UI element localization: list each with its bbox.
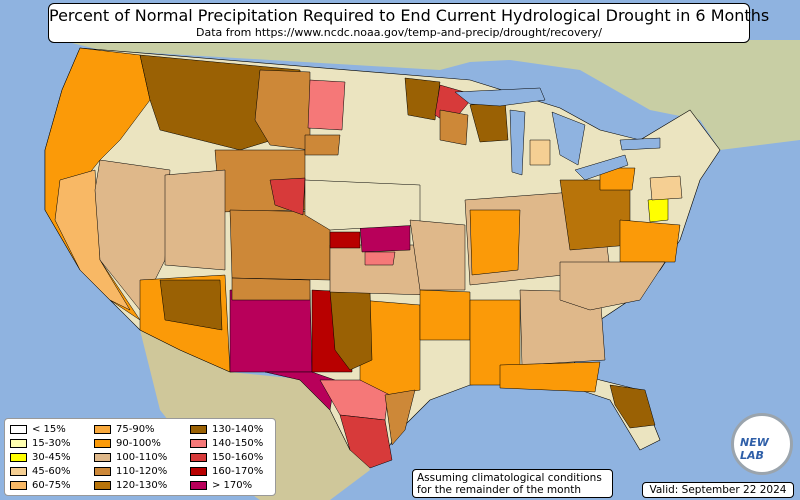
region-utah — [164, 169, 226, 271]
region-colorado-red — [269, 177, 306, 216]
region-arkansas — [419, 289, 471, 341]
region-carolinas — [559, 261, 666, 311]
legend-swatch — [190, 438, 207, 448]
legend-item: < 15% — [10, 422, 94, 436]
legend-swatch — [10, 452, 27, 462]
legend-label: 100-110% — [116, 451, 168, 463]
map-title: Percent of Normal Precipitation Required… — [49, 6, 770, 25]
legend-item: 60-75% — [10, 478, 94, 492]
region-missouri — [409, 219, 466, 291]
region-appalachia — [559, 179, 631, 251]
legend-item: 120-130% — [94, 478, 190, 492]
legend-label: 90-100% — [116, 437, 161, 449]
legend-item: 45-60% — [10, 464, 94, 478]
legend-label: 60-75% — [32, 479, 71, 491]
legend-label: 45-60% — [32, 465, 71, 477]
legend-swatch — [190, 452, 207, 462]
legend-label: < 15% — [32, 423, 66, 435]
note-line-1: Assuming climatological conditions — [417, 472, 602, 484]
region-kansas-pink — [364, 251, 396, 266]
lake-michigan — [509, 109, 526, 176]
legend-item: 15-30% — [10, 436, 94, 450]
region-delmarva — [647, 197, 669, 223]
region-gulf-coast — [499, 361, 601, 393]
region-texas-south — [339, 414, 393, 469]
lake-superior — [454, 87, 546, 107]
legend-swatch — [190, 424, 207, 434]
mexico-land — [140, 330, 370, 500]
legend-item: 140-150% — [190, 436, 274, 450]
legend-label: 130-140% — [212, 423, 264, 435]
legend-label: 160-170% — [212, 465, 264, 477]
legend-label: > 170% — [212, 479, 253, 491]
lake-erie — [574, 154, 629, 181]
region-iowa-brown — [439, 109, 469, 146]
region-nm-north — [231, 277, 311, 301]
legend-swatch — [94, 466, 111, 476]
region-michigan — [529, 139, 551, 166]
legend-label: 120-130% — [116, 479, 168, 491]
canada-land — [60, 40, 800, 150]
legend-item: 90-100% — [94, 436, 190, 450]
assumption-note: Assuming climatological conditions for t… — [412, 469, 613, 498]
legend-swatch — [190, 480, 207, 490]
legend-label: 15-30% — [32, 437, 71, 449]
region-indiana-orange — [469, 209, 521, 276]
legend-swatch — [94, 424, 111, 434]
region-dakota-pink — [307, 79, 346, 131]
lake-ontario — [619, 137, 661, 151]
legend-item: 75-90% — [94, 422, 190, 436]
logo-text: NEW LAB — [740, 436, 769, 462]
note-line-2: for the remainder of the month — [417, 484, 582, 496]
legend-swatch — [94, 438, 111, 448]
region-montana-east — [254, 69, 311, 151]
legend-label: 30-45% — [32, 451, 71, 463]
region-sd-brown — [304, 134, 341, 156]
region-florida-north — [609, 384, 656, 429]
legend-label: 75-90% — [116, 423, 155, 435]
legend-swatch — [190, 466, 207, 476]
lab-logo: NEW LAB — [731, 413, 793, 475]
region-kansas-red — [329, 231, 361, 249]
valid-date: Valid: September 22 2024 — [642, 482, 794, 498]
legend-item: 150-160% — [190, 450, 274, 464]
region-nj-tan — [649, 175, 683, 201]
title-box: Percent of Normal Precipitation Required… — [48, 3, 770, 43]
legend-item: 160-170% — [190, 464, 274, 478]
legend-swatch — [10, 424, 27, 434]
region-new-mexico — [229, 289, 313, 373]
legend-item: 130-140% — [190, 422, 274, 436]
legend-item: > 170% — [190, 478, 274, 492]
region-texas-coast — [384, 389, 416, 446]
legend-item: 30-45% — [10, 450, 94, 464]
legend-item: 100-110% — [94, 450, 190, 464]
legend-swatch — [94, 452, 111, 462]
region-minnesota-brown — [404, 77, 441, 121]
map-subtitle: Data from https://www.ncdc.noaa.gov/temp… — [196, 26, 602, 39]
legend-label: 110-120% — [116, 465, 168, 477]
legend-swatch — [10, 466, 27, 476]
legend-label: 150-160% — [212, 451, 264, 463]
region-pa-orange — [599, 167, 636, 191]
region-nebraska — [304, 179, 421, 231]
region-arizona-brown — [159, 279, 223, 331]
lake-huron — [551, 111, 586, 166]
legend-item: 110-120% — [94, 464, 190, 478]
legend-swatch — [94, 480, 111, 490]
legend-label: 140-150% — [212, 437, 264, 449]
legend: < 15% 15-30% 30-45% 45-60% 60-75% 75-90% 90-10… — [4, 418, 276, 496]
legend-swatch — [10, 438, 27, 448]
legend-swatch — [10, 480, 27, 490]
region-virginia — [619, 219, 681, 263]
